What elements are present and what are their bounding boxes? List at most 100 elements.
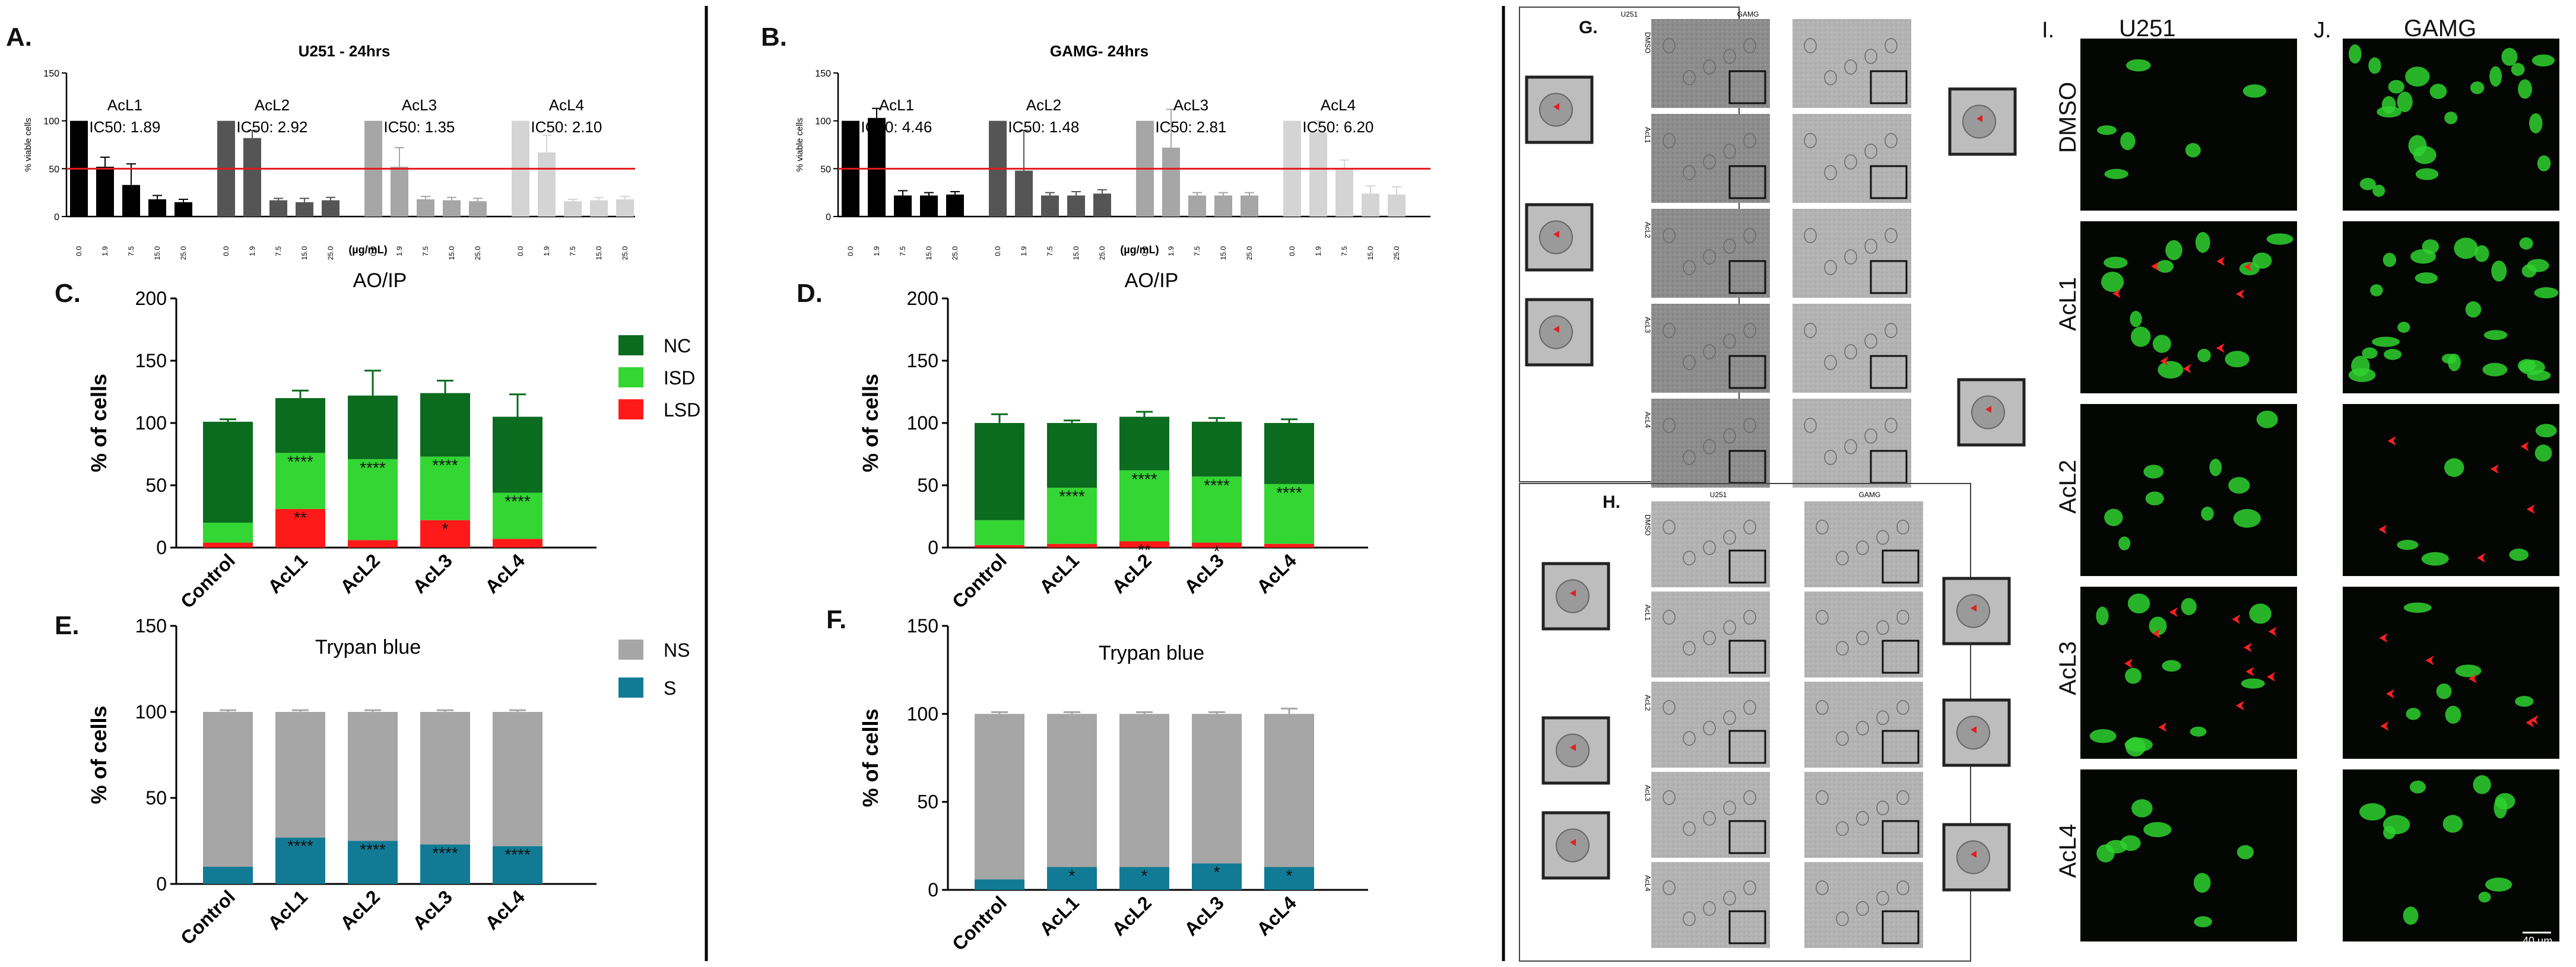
inset-box: [1728, 549, 1766, 584]
cell-outline: [1885, 228, 1898, 243]
cell-outline: [1816, 520, 1829, 535]
cell-outline: [1856, 901, 1869, 916]
cell-outline: [1703, 59, 1716, 75]
x-tick-label: 7.5: [127, 246, 135, 256]
red-arrow-icon: [2112, 288, 2121, 298]
bar-AcL3-25.0: [1241, 195, 1258, 217]
inset-cell: [1556, 579, 1590, 613]
legend-swatch-ISD: [618, 367, 643, 387]
g-image-u251-DMSO: [1651, 19, 1770, 108]
x-tick-label: 1.9: [248, 246, 256, 256]
inset-cell: [1539, 220, 1573, 255]
bar-AcL2-7.5: [1041, 195, 1059, 217]
cell-outline: [1804, 228, 1817, 243]
stack-NS-AcL4: [1264, 714, 1314, 867]
green-nucleus: [2372, 336, 2400, 347]
red-arrow-icon: [1977, 115, 1982, 122]
x-tick-label: 15.0: [595, 246, 603, 260]
cell-outline: [1743, 418, 1756, 433]
x-tick-label: 0.0: [1288, 246, 1296, 256]
cell-outline: [1896, 880, 1909, 895]
green-nucleus: [2266, 233, 2293, 245]
stack-NS-AcL2: [1119, 714, 1169, 867]
cell-outline: [1864, 49, 1877, 64]
y-tick-label: 150: [135, 615, 167, 637]
stack-ISD-AcL3: [1192, 476, 1242, 543]
red-arrow-icon: [1971, 726, 1977, 733]
red-arrow-icon: [2379, 633, 2388, 643]
green-nucleus: [2534, 444, 2552, 462]
green-nucleus: [2403, 602, 2432, 613]
stack-NS-AcL4: [493, 712, 543, 847]
green-nucleus: [2362, 347, 2378, 359]
green-nucleus: [2511, 63, 2525, 76]
stack-LSD-AcL4: [493, 539, 543, 548]
green-nucleus: [2228, 477, 2250, 494]
cell-outline: [1723, 530, 1736, 545]
cell-outline: [1663, 610, 1676, 625]
bar-AcL2-1.9: [243, 138, 261, 217]
cell-outline: [1683, 911, 1696, 927]
x-tick-label-AcL4: AcL4: [481, 549, 529, 597]
fluor-image-i-AcL2: [2080, 404, 2297, 576]
cell-outline: [1743, 520, 1756, 535]
chart-A-u251-viability: U251 - 24hrs 0 50 100 150 % viable cells (µg/m…: [23, 42, 635, 260]
bar-AcL2-1.9: [1015, 170, 1033, 217]
y-tick-label: 0: [826, 212, 831, 222]
cell-outline: [1663, 38, 1676, 53]
stack-ISD-AcL3: [420, 456, 470, 520]
cell-outline: [1723, 144, 1736, 159]
bar-AcL4-25.0: [616, 199, 634, 217]
green-nucleus: [2509, 548, 2529, 561]
x-tick-label: 0.0: [846, 246, 855, 256]
significance-label: ****: [1059, 487, 1085, 505]
red-arrow-icon: [1553, 326, 1559, 333]
stack-S-AcL2: [348, 841, 398, 884]
y-tick-label: 50: [917, 475, 938, 496]
red-arrow-icon: [2526, 504, 2535, 514]
bar-AcL2-25.0: [1093, 193, 1111, 217]
stack-S-AcL1: [1047, 867, 1097, 890]
green-nucleus: [2377, 106, 2402, 118]
stack-S-AcL3: [420, 844, 470, 884]
stack-NS-AcL1: [275, 712, 325, 838]
green-nucleus: [2415, 168, 2439, 180]
y-tick-label: 100: [135, 701, 167, 723]
inset-cell: [1539, 315, 1573, 349]
green-nucleus: [2125, 737, 2146, 757]
green-nucleus: [2249, 603, 2272, 624]
green-nucleus: [2126, 59, 2151, 72]
stack-NS-AcL2: [348, 712, 398, 841]
inset-cell: [1956, 840, 1990, 874]
h-row-label-AcL1: AcL1: [1644, 605, 1652, 621]
stack-NS-AcL3: [420, 712, 470, 845]
bar-AcL2-15.0: [296, 202, 313, 217]
stack-S-Control: [203, 867, 253, 884]
green-nucleus: [2448, 353, 2461, 371]
cell-outline: [1896, 520, 1909, 535]
x-tick-label: 15.0: [1366, 246, 1375, 260]
green-nucleus: [2470, 81, 2485, 94]
bar-AcL1-1.9: [868, 117, 886, 217]
stack-NS-AcL1: [1047, 714, 1097, 867]
green-nucleus: [2405, 66, 2430, 87]
cell-outline: [1683, 450, 1696, 465]
green-nucleus: [2515, 696, 2534, 707]
g-row-label-AcL4: AcL4: [1644, 412, 1652, 428]
x-tick-label-AcL3: AcL3: [1180, 892, 1228, 940]
red-arrow-icon: [1570, 839, 1576, 846]
stack-NC-AcL1: [275, 398, 325, 453]
red-arrow-icon: [2520, 441, 2529, 451]
legend-label-LSD: LSD: [664, 399, 700, 421]
red-arrow-icon: [1985, 406, 1991, 413]
red-arrow-icon: [2232, 614, 2241, 624]
cell-outline: [1663, 323, 1676, 338]
h-row-label-AcL3: AcL3: [1644, 785, 1652, 801]
green-nucleus: [2118, 536, 2131, 551]
x-tick-label-AcL1: AcL1: [264, 549, 312, 597]
cell-outline: [1885, 133, 1898, 148]
cell-outline: [1683, 355, 1696, 370]
group-name-AcL2: AcL2: [1026, 96, 1061, 114]
inset-cell: [1962, 104, 1996, 139]
stack-NC-Control: [975, 423, 1024, 520]
